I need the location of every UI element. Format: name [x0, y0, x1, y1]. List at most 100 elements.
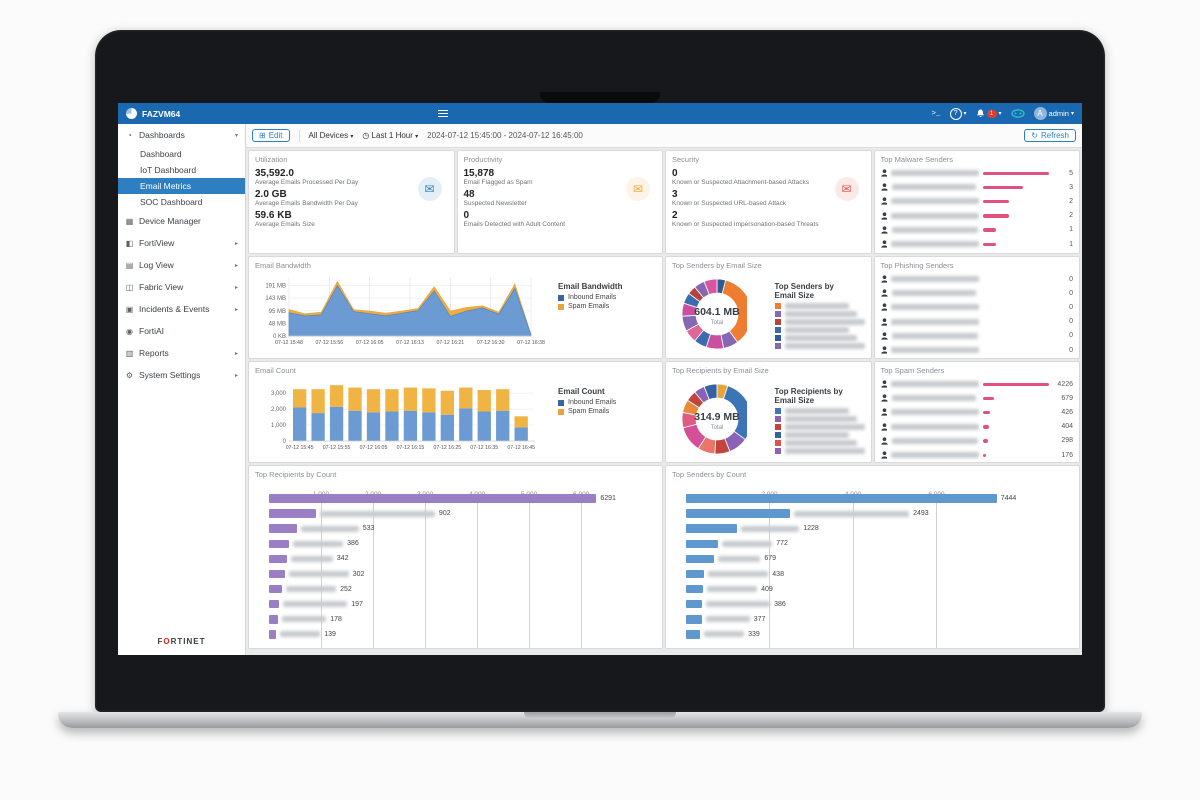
user-menu[interactable]: A admin ▾ [1033, 107, 1074, 120]
value-bar [269, 539, 290, 549]
sender-count: 0 [1069, 346, 1073, 354]
person-icon [880, 346, 887, 354]
sender-count: 0 [1069, 318, 1073, 326]
svg-text:07-12 15:45: 07-12 15:45 [286, 445, 314, 451]
person-icon [880, 408, 887, 417]
redacted-name [288, 571, 349, 578]
time-range-selector[interactable]: ◷ Last 1 Hour ▾ [362, 131, 419, 140]
value-bar [686, 509, 791, 518]
gridline [477, 501, 479, 648]
top-recipients-by-size-donut: 314.9 MB Total [681, 383, 747, 455]
sender-row: 1 [880, 237, 1073, 251]
sidebar-subitem-dashboard[interactable]: Dashboard [140, 149, 182, 159]
sidebar-item-dashboards[interactable]: ◔ Dashboards ▾ [118, 124, 245, 146]
sidebar-item-system-settings[interactable]: ⚙ System Settings ▸ [118, 364, 245, 386]
widget-title: Security [672, 155, 700, 164]
sidebar-subitem-email-metrics[interactable]: Email Metrics [118, 178, 245, 194]
gridline [425, 501, 427, 648]
refresh-icon: ↻ [1031, 131, 1038, 140]
gridline [852, 501, 854, 648]
widget-top-malware-senders: Top Malware Senders 5 3 2 2 1 1 [873, 150, 1080, 254]
reports-icon: ▥ [125, 348, 134, 358]
sidebar-item-reports[interactable]: ▥ Reports ▸ [118, 342, 245, 364]
chevron-icon: ▸ [234, 284, 238, 291]
date-range: 2024-07-12 15:45:00 - 2024-07-12 16:45:0… [427, 131, 583, 140]
bar-value: 902 [438, 510, 451, 518]
value-bar [686, 554, 715, 564]
svg-text:07-12 16:45: 07-12 16:45 [507, 445, 535, 451]
redacted-name [718, 555, 761, 562]
chevron-icon: ▸ [234, 262, 238, 269]
sender-count: 0 [1069, 303, 1073, 311]
svg-text:Total: Total [711, 425, 724, 431]
person-icon [880, 169, 888, 177]
legend-item: Inbound Emails [558, 294, 650, 301]
widget-top-spam-senders: Top Spam Senders 4226 679 426 404 298 176 [873, 361, 1080, 463]
gridline [373, 501, 375, 648]
help-menu[interactable]: ? ▾ [949, 107, 967, 120]
svg-text:07-12 16:15: 07-12 16:15 [397, 445, 425, 451]
value-bar [686, 630, 701, 639]
sidebar-item-fabric-view[interactable]: ◫ Fabric View ▸ [118, 276, 245, 298]
redacted-legend-name [784, 342, 865, 349]
bar-row: 139 [269, 627, 656, 642]
sidebar-item-log-view[interactable]: ▤ Log View ▸ [118, 254, 245, 276]
redacted-name [704, 631, 745, 638]
device-selector[interactable]: All Devices ▾ [308, 131, 354, 140]
legend-item [774, 326, 865, 333]
notifications-menu[interactable]: 1 ▾ [976, 109, 1002, 119]
cli-console-icon[interactable]: >_ [931, 109, 941, 118]
brand[interactable]: FAZVM64 [126, 108, 180, 119]
help-icon: ? [949, 107, 962, 120]
stat-label: Emails Detected with Adult Content [463, 221, 566, 228]
value-bar [983, 382, 1049, 387]
stat-value: 0 [672, 168, 678, 179]
bar-value: 7444 [1000, 495, 1017, 503]
sidebar-item-fortiview[interactable]: ◧ FortiView ▸ [118, 232, 245, 254]
svg-text:07-12 16:30: 07-12 16:30 [477, 340, 505, 346]
bar-value: 302 [352, 570, 365, 578]
value-bar [686, 569, 705, 579]
svg-text:07-12 15:48: 07-12 15:48 [275, 340, 303, 346]
widget-top-senders-by-count: Top Senders by Count 2,0004,0006,0007444… [665, 465, 1080, 649]
person-icon [880, 226, 888, 234]
sender-count: 2 [1069, 212, 1073, 220]
person-icon [880, 303, 887, 312]
sender-count: 176 [1061, 451, 1073, 459]
widget-title: Top Recipients by Email Size [672, 366, 769, 375]
redacted-sender-name [891, 395, 976, 402]
redacted-legend-name [784, 407, 849, 414]
sidebar-item-incidents-events[interactable]: ▣ Incidents & Events ▸ [118, 298, 245, 320]
redacted-name [705, 616, 750, 623]
sidebar-subitem-iot-dashboard[interactable]: IoT Dashboard [140, 165, 197, 175]
sidebar-item-label: Dashboards [139, 130, 185, 140]
fortiguard-icon[interactable] [1010, 109, 1025, 118]
redacted-name [286, 586, 337, 593]
value-bar [269, 509, 316, 518]
hamburger-menu-icon[interactable] [438, 110, 449, 117]
edit-button[interactable]: ⊞ Edit [252, 129, 290, 142]
bar-row: 1228 [686, 521, 1073, 536]
value-bar [983, 439, 988, 443]
stat-label: Average Emails Bandwidth Per Day [255, 200, 358, 207]
svg-text:Total: Total [711, 320, 724, 326]
bar-value: 409 [761, 585, 773, 593]
sidebar-item-fortiai[interactable]: ◉ FortiAI [118, 320, 245, 342]
bar-row: 339 [686, 627, 1073, 642]
redacted-sender-name [890, 347, 979, 354]
bar-value: 339 [748, 630, 760, 638]
value-bar [983, 199, 1010, 204]
value-bar [686, 524, 738, 533]
stat-value: 0 [463, 210, 470, 221]
legend-item [774, 447, 865, 454]
top-bar: FAZVM64 >_ ? ▾ 1 ▾ A admin ▾ [118, 103, 1082, 124]
sidebar-subitem-soc-dashboard[interactable]: SOC Dashboard [140, 197, 203, 207]
widget-title: Top Spam Senders [880, 366, 945, 375]
value-bar [686, 615, 702, 624]
sidebar-item-device-manager[interactable]: ▦ Device Manager [118, 210, 245, 232]
edit-icon: ⊞ [259, 131, 266, 140]
refresh-button[interactable]: ↻ Refresh [1024, 129, 1076, 142]
bar-value: 197 [351, 600, 363, 608]
widget-title: Top Phishing Senders [880, 261, 954, 270]
